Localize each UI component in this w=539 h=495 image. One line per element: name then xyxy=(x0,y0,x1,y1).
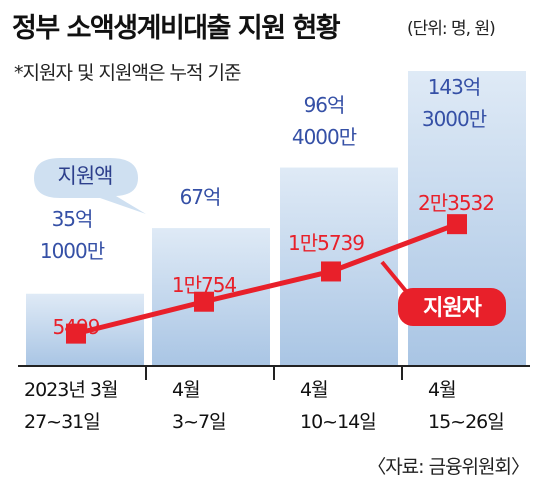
amount-series-name: 지원액 xyxy=(58,164,113,188)
category-label-2: 4월 xyxy=(172,379,200,401)
amount-callout-bubble xyxy=(34,158,146,214)
amount-label-2: 67억 xyxy=(180,185,221,209)
category-label-3: 4월 xyxy=(300,379,328,401)
people-badge: 지원자 xyxy=(380,260,506,326)
chart-note: *지원자 및 지원액은 누적 기준 xyxy=(14,62,241,84)
category-label-1: 2023년 3월 xyxy=(24,379,117,401)
people-badge-box xyxy=(398,288,506,326)
line-series-group xyxy=(66,214,467,344)
people-line xyxy=(75,221,458,337)
category-label-4: 15~26일 xyxy=(428,411,504,433)
unit-label: (단위: 명, 원) xyxy=(407,19,496,39)
amount-label-3: 96억 xyxy=(304,93,345,117)
amount-callout: 지원액 xyxy=(34,158,146,214)
people-label-4: 2만3532 xyxy=(418,191,494,215)
amount-label-1: 35억 xyxy=(52,207,93,231)
category-label-4: 4월 xyxy=(428,379,456,401)
amount-label-3: 4000만 xyxy=(292,125,357,149)
source-label: 〈자료: 금융위원회〉 xyxy=(367,456,530,478)
people-label-1: 5499 xyxy=(53,315,100,339)
people-label-3: 1만5739 xyxy=(288,231,364,255)
people-marker-2 xyxy=(194,291,214,312)
labels-group: 35억 1000만 67억 96억 4000만 143억 3000만 5499 1만754 1만5… xyxy=(24,75,505,433)
people-marker-4 xyxy=(447,214,467,235)
amount-label-4: 3000만 xyxy=(422,107,487,131)
x-axis-ticks xyxy=(145,366,403,380)
people-marker-3 xyxy=(321,261,341,282)
category-label-2: 3~7일 xyxy=(172,411,226,433)
category-label-1: 27~31일 xyxy=(24,411,100,433)
chart-title: 정부 소액생계비대출 지원 현황 xyxy=(12,13,341,44)
amount-label-4: 143억 xyxy=(428,75,481,99)
people-marker-1 xyxy=(66,323,86,344)
people-series-name: 지원자 xyxy=(423,296,482,321)
category-label-3: 10~14일 xyxy=(300,411,376,433)
amount-label-1: 1000만 xyxy=(40,239,105,263)
people-label-2: 1만754 xyxy=(172,273,237,297)
